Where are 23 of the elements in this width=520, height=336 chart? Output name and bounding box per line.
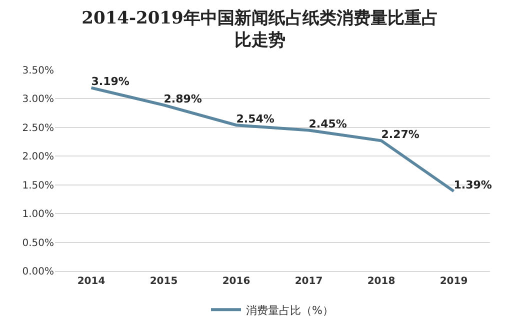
x-tick-label: 2018 <box>367 276 396 287</box>
data-label: 3.19% <box>91 75 130 88</box>
y-tick-label: 1.50% <box>22 180 54 192</box>
y-tick-label: 2.50% <box>22 122 54 134</box>
y-tick-label: 3.00% <box>22 94 54 106</box>
y-tick-label: 2.00% <box>22 152 54 163</box>
data-label: 2.89% <box>164 92 202 106</box>
legend-label: 消费量占比（%） <box>246 304 334 317</box>
y-tick-label: 0.50% <box>22 238 54 249</box>
x-tick-label: 2014 <box>77 276 106 287</box>
data-label: 1.39% <box>454 178 492 192</box>
x-tick-label: 2015 <box>150 276 178 287</box>
data-label: 2.45% <box>308 118 347 131</box>
chart-title: 2014-2019年中国新闻纸占纸类消费量比重占比走势 <box>82 8 438 51</box>
data-label: 2.54% <box>236 112 274 126</box>
line-series <box>90 86 456 193</box>
y-tick-label: 0.00% <box>22 266 54 278</box>
data-label: 2.27% <box>381 128 420 141</box>
y-tick-label: 3.50% <box>22 66 54 76</box>
x-tick-label: 2019 <box>440 276 468 287</box>
x-tick-label: 2017 <box>294 276 323 287</box>
x-tick-label: 2016 <box>222 276 250 287</box>
y-tick-label: 1.00% <box>22 209 54 220</box>
